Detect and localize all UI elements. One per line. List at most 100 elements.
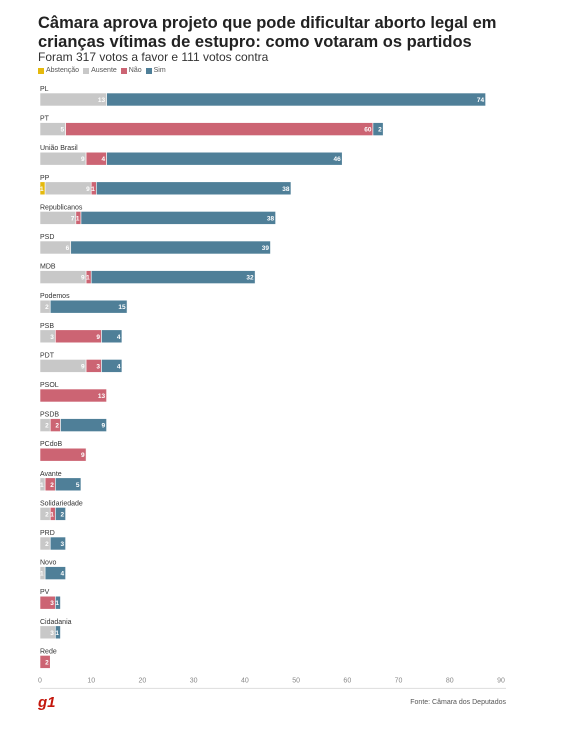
x-tick-label: 0 <box>38 677 42 684</box>
bar-segment-sim <box>106 92 486 107</box>
chart-title: Câmara aprova projeto que pode dificulta… <box>38 14 497 51</box>
data-label: 5 <box>76 482 80 489</box>
data-label: 1 <box>86 275 90 282</box>
category-label: Republicanos <box>40 204 83 211</box>
bar-segment-sim <box>101 359 123 373</box>
category-label: PSDB <box>40 412 59 419</box>
bar-segment-ausente <box>39 359 87 373</box>
bar-segment-sim <box>49 536 66 551</box>
bar-segment-ausente <box>39 151 87 166</box>
legend-item-sim: Sim <box>145 67 166 74</box>
data-label: 4 <box>117 334 121 341</box>
data-label: 4 <box>101 156 105 163</box>
bar-segment-nao <box>39 388 107 403</box>
bar-segment-sim <box>101 329 123 344</box>
legend-label-abstencao: Abstenção <box>46 67 80 74</box>
category-label: Avante <box>40 471 62 478</box>
category-label: PL <box>40 86 49 93</box>
legend-label-nao: Não <box>128 67 142 74</box>
category-label: PT <box>40 116 50 123</box>
category-label: PRD <box>40 530 55 537</box>
bar-segment-nao <box>65 122 374 136</box>
bar-segment-sim <box>55 625 61 640</box>
data-label: 1 <box>40 571 44 578</box>
legend-item-abstencao: Abstenção <box>38 67 79 74</box>
data-label: 13 <box>98 97 106 104</box>
category-label: Novo <box>40 560 56 567</box>
legend-item-nao: Não <box>120 67 142 74</box>
bar-segment-ausente <box>39 270 87 284</box>
chart-subtitle: Foram 317 votos a favor e 111 votos cont… <box>38 50 269 64</box>
data-label: 1 <box>55 630 59 637</box>
data-label: 60 <box>364 127 372 134</box>
bar-segment-sim <box>44 566 66 580</box>
category-label: PDT <box>40 352 55 359</box>
x-tick-label: 50 <box>292 677 300 684</box>
data-label: 3 <box>96 363 100 370</box>
bar-segment-sim <box>80 211 276 225</box>
bar-segment-sim <box>372 122 384 136</box>
data-label: 3 <box>50 630 54 637</box>
data-label: 9 <box>101 423 105 430</box>
data-label: 15 <box>118 304 126 311</box>
data-label: 3 <box>60 541 64 548</box>
data-label: 74 <box>477 97 485 104</box>
data-label: 32 <box>246 275 254 282</box>
bar-segment-sim <box>106 151 343 166</box>
bar-segment-ausente <box>44 181 92 196</box>
x-tick-label: 10 <box>87 677 95 684</box>
bar-segment-sim <box>49 299 128 314</box>
category-label: Solidariedade <box>40 500 83 507</box>
legend-label-ausente: Ausente <box>91 67 117 74</box>
data-label: 2 <box>45 659 49 666</box>
data-label: 2 <box>55 423 59 430</box>
category-label: PSB <box>40 323 54 330</box>
x-tick-label: 20 <box>139 677 147 684</box>
x-tick-label: 70 <box>395 677 403 684</box>
bar-segment-nao <box>39 447 87 462</box>
data-label: 1 <box>40 482 44 489</box>
legend-swatch-ausente <box>83 67 90 74</box>
x-tick-label: 40 <box>241 677 249 684</box>
legend-swatch-nao <box>120 67 127 74</box>
data-label: 1 <box>55 600 59 607</box>
data-label: 1 <box>76 215 80 222</box>
bar-segment-sim <box>55 595 61 610</box>
bar-segment-sim <box>90 270 256 284</box>
data-label: 1 <box>91 186 95 193</box>
data-label: 3 <box>50 600 54 607</box>
x-tick-label: 30 <box>190 677 198 684</box>
category-label: PCdoB <box>40 441 63 448</box>
category-label: PSOL <box>40 382 59 389</box>
x-tick-label: 90 <box>497 677 505 684</box>
source-note: Fonte: Câmara dos Deputados <box>410 699 506 706</box>
category-label: União Brasil <box>40 145 78 152</box>
bar-segment-sim <box>55 507 66 521</box>
data-label: 6 <box>66 245 70 252</box>
bar-segment-sim <box>96 181 292 196</box>
bar-segment-sim <box>55 477 82 492</box>
g1-logo: g1 <box>38 694 56 711</box>
legend-item-ausente: Ausente <box>83 67 117 74</box>
bar-segment-sim <box>60 418 107 432</box>
category-label: MDB <box>40 264 56 271</box>
data-label: 4 <box>60 571 64 578</box>
data-label: 9 <box>81 452 85 459</box>
category-label: PV <box>40 589 50 596</box>
data-label: 4 <box>117 363 121 370</box>
data-label: 7 <box>71 215 75 222</box>
bar-segment-ausente <box>39 92 107 107</box>
data-label: 9 <box>86 186 90 193</box>
legend-swatch-abstencao <box>38 67 44 74</box>
data-label: 9 <box>81 275 85 282</box>
data-label: 38 <box>282 186 290 193</box>
data-label: 13 <box>98 393 106 400</box>
data-label: 9 <box>81 156 85 163</box>
data-label: 2 <box>50 482 54 489</box>
x-tick-label: 60 <box>343 677 351 684</box>
data-label: 5 <box>60 127 64 134</box>
data-label: 2 <box>378 127 382 134</box>
legend-swatch-sim <box>145 67 152 74</box>
category-label: Rede <box>40 648 57 655</box>
